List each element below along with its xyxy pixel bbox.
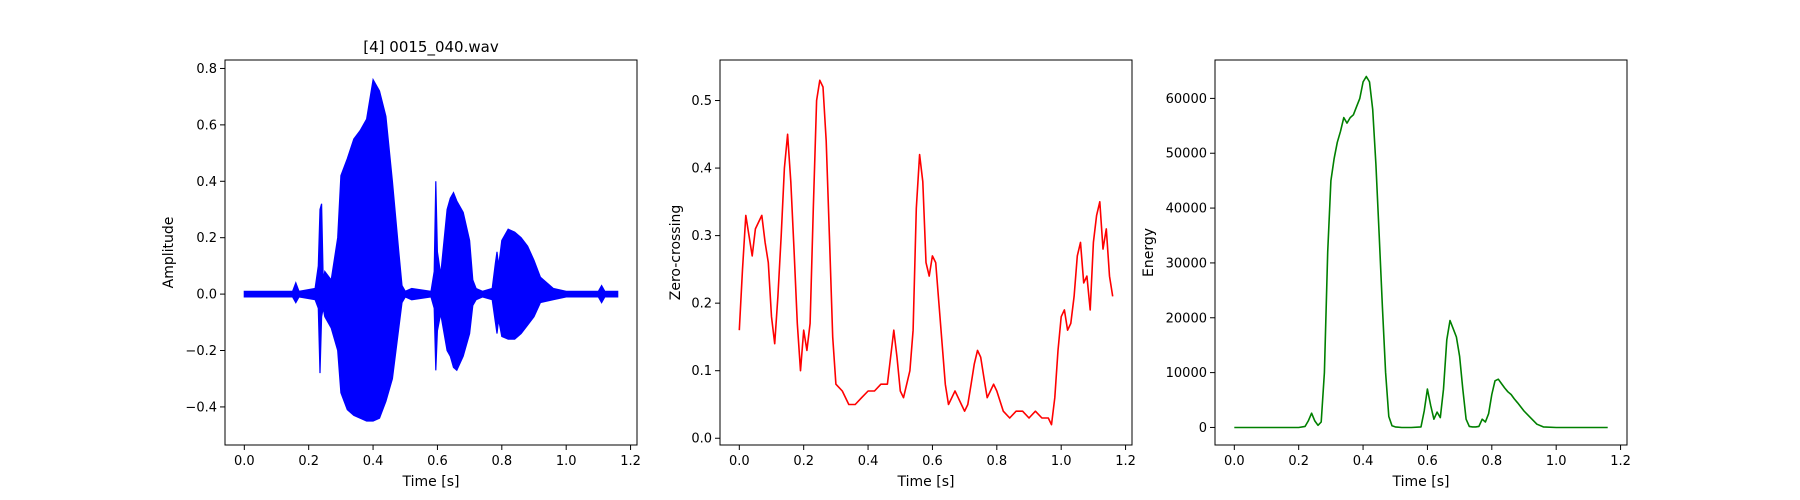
energy-series-group: [1234, 75, 1608, 429]
amplitude-plot-area: [224, 59, 638, 446]
energy-x-tick-label: 0.8: [1481, 454, 1502, 469]
zero-crossing-y-tick-label: 0.1: [691, 364, 712, 379]
amplitude-x-tick-label: 1.0: [556, 454, 577, 469]
amplitude-y-tick-label: −0.2: [185, 344, 217, 359]
amplitude-y-tick-label: 0.4: [196, 175, 217, 190]
zero-crossing-series-line: [738, 79, 1114, 426]
energy-series-line: [1234, 75, 1608, 429]
zero-crossing-y-ticks: 0.0 0.1 0.2 0.3 0.4 0.5: [691, 94, 720, 447]
zero-crossing-x-tick-label: 0.0: [729, 454, 750, 469]
zero-crossing-y-tick-label: 0.3: [691, 229, 712, 244]
zero-crossing-x-tick-label: 0.8: [986, 454, 1007, 469]
amplitude-x-tick-label: 0.2: [298, 454, 319, 469]
energy-y-tick-label: 20000: [1166, 311, 1207, 326]
energy-x-ticks: 0.0 0.2 0.4 0.6 0.8 1.0 1.2: [1224, 445, 1631, 469]
panel-zero-crossing: 0.0 0.2 0.4 0.6 0.8 1.0 1.2 0.0 0.1 0.2 0.3 0.4 0.5…: [668, 59, 1136, 490]
energy-y-tick-label: 50000: [1166, 147, 1207, 162]
energy-y-ticks: 0 10000 20000 30000 40000 50000 60000: [1166, 92, 1215, 436]
energy-y-tick-label: 40000: [1166, 202, 1207, 217]
amplitude-x-tick-label: 0.4: [363, 454, 384, 469]
amplitude-y-axis-label: Amplitude: [161, 217, 177, 289]
amplitude-y-tick-label: 0.0: [196, 288, 217, 303]
zero-crossing-x-ticks: 0.0 0.2 0.4 0.6 0.8 1.0 1.2: [729, 445, 1136, 469]
amplitude-x-tick-label: 0.0: [234, 454, 255, 469]
amplitude-chart-title: [4] 0015_040.wav: [363, 38, 499, 57]
amplitude-x-axis-label: Time [s]: [402, 474, 460, 490]
zero-crossing-x-tick-label: 1.2: [1115, 454, 1136, 469]
energy-y-tick-label: 60000: [1166, 92, 1207, 107]
energy-x-tick-label: 1.0: [1546, 454, 1567, 469]
amplitude-x-ticks: 0.0 0.2 0.4 0.6 0.8 1.0 1.2: [234, 445, 641, 469]
energy-plot-area: [1214, 59, 1628, 446]
energy-y-tick-label: 0: [1199, 421, 1207, 436]
zero-crossing-y-tick-label: 0.2: [691, 297, 712, 312]
zero-crossing-x-tick-label: 1.0: [1051, 454, 1072, 469]
panel-energy: 0.0 0.2 0.4 0.6 0.8 1.0 1.2 0 10000 20000 30000 40…: [1141, 59, 1631, 490]
energy-x-tick-label: 0.6: [1417, 454, 1438, 469]
energy-y-tick-label: 30000: [1166, 256, 1207, 271]
energy-x-axis-label: Time [s]: [1392, 474, 1450, 490]
zero-crossing-y-tick-label: 0.5: [691, 94, 712, 109]
energy-x-tick-label: 1.2: [1610, 454, 1631, 469]
zero-crossing-x-axis-label: Time [s]: [897, 474, 955, 490]
amplitude-x-tick-label: 1.2: [620, 454, 641, 469]
zero-crossing-series-group: [738, 79, 1114, 426]
energy-x-tick-label: 0.4: [1353, 454, 1374, 469]
amplitude-y-tick-label: −0.4: [185, 400, 217, 415]
zero-crossing-y-tick-label: 0.0: [691, 432, 712, 447]
zero-crossing-y-tick-label: 0.4: [691, 162, 712, 177]
energy-y-tick-label: 10000: [1166, 366, 1207, 381]
amplitude-x-tick-label: 0.6: [427, 454, 448, 469]
zero-crossing-x-tick-label: 0.4: [858, 454, 879, 469]
zero-crossing-y-axis-label: Zero-crossing: [668, 205, 684, 300]
energy-x-tick-label: 0.0: [1224, 454, 1245, 469]
zero-crossing-x-tick-label: 0.2: [793, 454, 814, 469]
panel-amplitude: 0.0 0.2 0.4 0.6 0.8 1.0 1.2 −0.4−0.20.00.20.40…: [161, 38, 641, 490]
amplitude-waveform: [243, 77, 619, 422]
amplitude-y-tick-label: 0.6: [196, 118, 217, 133]
amplitude-series-group: [243, 77, 619, 422]
energy-x-tick-label: 0.2: [1288, 454, 1309, 469]
amplitude-y-tick-label: 0.2: [196, 231, 217, 246]
amplitude-x-tick-label: 0.8: [491, 454, 512, 469]
energy-y-axis-label: Energy: [1141, 228, 1157, 277]
zero-crossing-x-tick-label: 0.6: [922, 454, 943, 469]
amplitude-y-tick-label: 0.8: [196, 62, 217, 77]
amplitude-y-ticks: −0.4 −0.2 0.0 0.2 0.4 0.6 0.8: [185, 62, 225, 415]
